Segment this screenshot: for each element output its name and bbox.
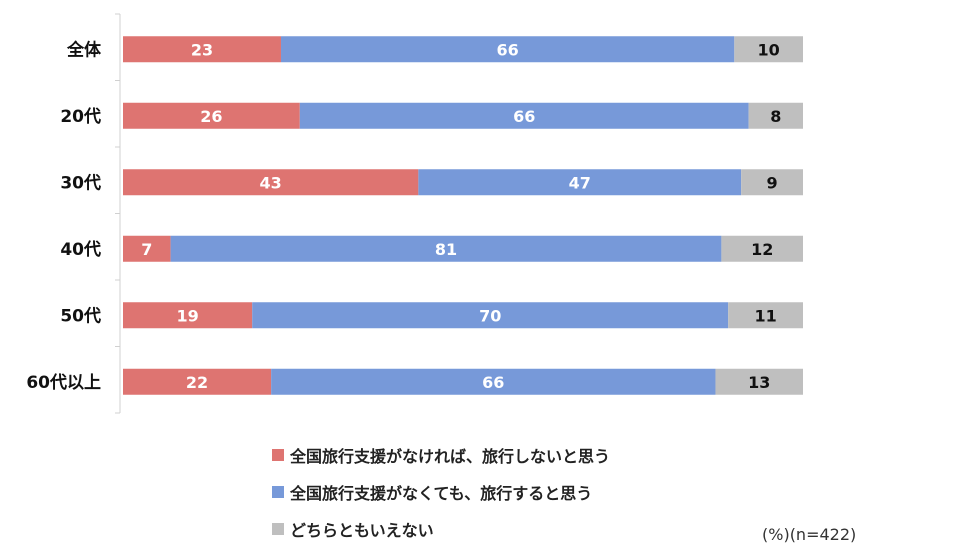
category-label: 30代 <box>60 172 101 193</box>
data-label: 11 <box>754 306 776 325</box>
data-label: 19 <box>176 306 198 325</box>
category-label: 50代 <box>60 305 101 326</box>
bar-segment <box>721 235 803 262</box>
data-label: 13 <box>748 373 770 392</box>
category-label: 全体 <box>66 39 102 60</box>
data-label: 43 <box>260 173 282 192</box>
legend-swatch-2 <box>272 523 284 535</box>
bar-segment <box>299 102 749 129</box>
category-label: 60代以上 <box>26 372 101 393</box>
bar-segment <box>728 302 803 329</box>
sample-size-note: (%)(n=422) <box>762 525 857 544</box>
data-label: 66 <box>497 40 519 59</box>
data-label: 9 <box>767 173 778 192</box>
legend-label-2: どちらともいえない <box>290 521 434 540</box>
bar-segment <box>123 368 272 395</box>
bar-segment <box>734 36 803 63</box>
data-label: 66 <box>513 107 535 126</box>
legend-label-0: 全国旅行支援がなければ、旅行しないと思う <box>290 447 611 466</box>
bar-segment <box>280 36 735 63</box>
bar-segment <box>123 102 300 129</box>
bar-segment <box>123 36 281 63</box>
bar-segment <box>170 235 722 262</box>
bar-segment <box>748 102 803 129</box>
bar-segment <box>123 302 253 329</box>
legend: 全国旅行支援がなければ、旅行しないと思う 全国旅行支援がなくても、旅行すると思う… <box>272 443 610 554</box>
bar-segment <box>123 235 171 262</box>
legend-item-2: どちらともいえない <box>272 517 610 541</box>
stacked-bar-chart: 全体 23 66 10 20代 26 66 8 30代 43 47 9 40代 7 81 12 50代 19 70 1… <box>26 13 803 414</box>
data-label: 81 <box>435 240 457 259</box>
data-label: 12 <box>751 240 773 259</box>
data-label: 70 <box>479 306 501 325</box>
bar-segment <box>271 368 716 395</box>
legend-item-1: 全国旅行支援がなくても、旅行すると思う <box>272 480 610 504</box>
data-label: 22 <box>186 373 208 392</box>
legend-swatch-0 <box>272 449 284 461</box>
bar-segment <box>418 169 742 196</box>
legend-label-1: 全国旅行支援がなくても、旅行すると思う <box>290 484 593 503</box>
category-label: 40代 <box>60 239 101 260</box>
category-label: 20代 <box>60 106 101 127</box>
legend-swatch-1 <box>272 486 284 498</box>
data-label: 26 <box>200 107 222 126</box>
data-label: 66 <box>482 373 504 392</box>
data-label: 47 <box>569 173 591 192</box>
bar-segment <box>715 368 803 395</box>
bar-segment <box>252 302 729 329</box>
data-label: 7 <box>141 240 152 259</box>
data-label: 10 <box>758 40 780 59</box>
legend-item-0: 全国旅行支援がなければ、旅行しないと思う <box>272 443 610 467</box>
data-label: 23 <box>191 40 213 59</box>
bar-segment <box>123 169 419 196</box>
bar-segment <box>741 169 803 196</box>
data-label: 8 <box>770 107 781 126</box>
